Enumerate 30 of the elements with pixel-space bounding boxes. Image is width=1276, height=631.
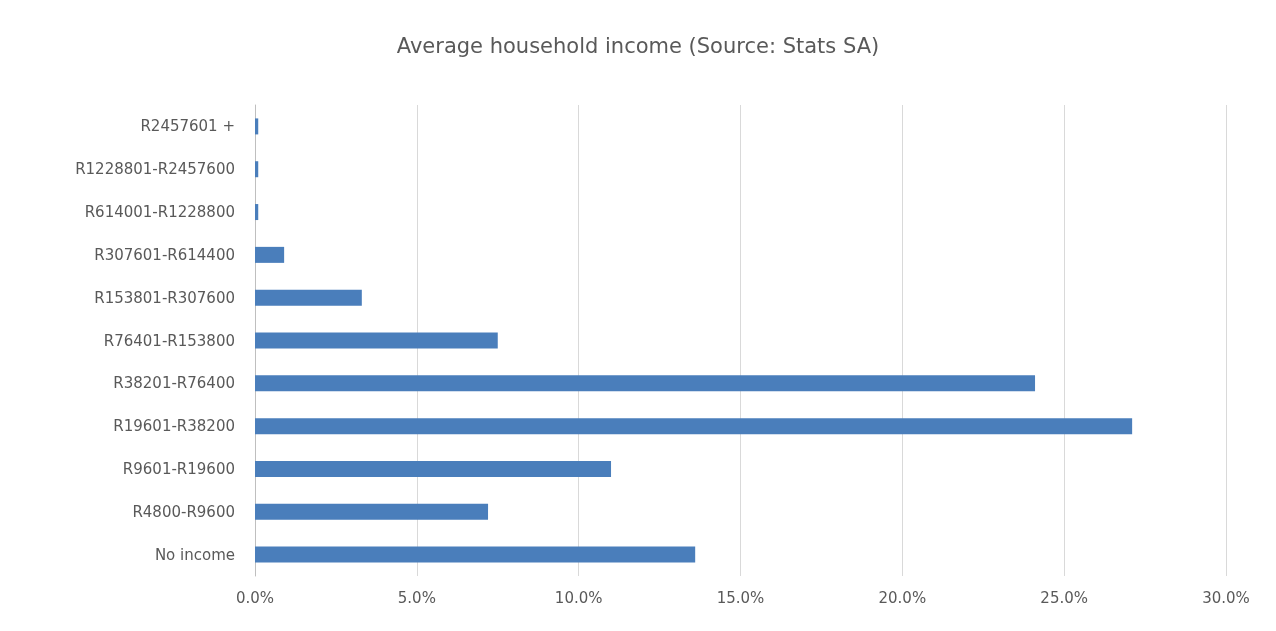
bar [255, 375, 1036, 392]
chart-title: Average household income (Source: Stats SA) [396, 33, 880, 58]
y-tick-label: R307601-R614400 [94, 245, 235, 264]
y-tick-label: R153801-R307600 [94, 288, 235, 307]
x-tick-label: 10.0% [554, 588, 603, 607]
x-tick-label: 25.0% [1040, 588, 1088, 607]
bar [255, 118, 259, 135]
y-tick-label: R38201-R76400 [113, 374, 235, 393]
y-tick-label: R76401-R153800 [103, 331, 235, 350]
y-tick-label: R19601-R38200 [113, 417, 235, 436]
bar [255, 460, 612, 477]
x-tick-label: 20.0% [878, 588, 927, 607]
bar [255, 503, 489, 520]
y-tick-label: R4800-R9600 [132, 502, 235, 521]
y-tick-label: R2457601 + [140, 117, 235, 136]
bar [255, 161, 259, 178]
y-tick-label: R9601-R19600 [122, 459, 235, 478]
x-tick-label: 30.0% [1202, 588, 1250, 607]
y-tick-label: R1228801-R2457600 [75, 160, 235, 179]
bar [255, 289, 362, 306]
bar [255, 332, 498, 349]
y-tick-label: No income [154, 545, 235, 564]
x-tick-label: 0.0% [235, 588, 275, 607]
bar [255, 418, 1133, 435]
bar [255, 246, 285, 263]
bar [255, 546, 696, 563]
x-tick-label: 5.0% [397, 588, 436, 607]
y-tick-label: R614001-R1228800 [84, 203, 235, 222]
x-tick-label: 15.0% [716, 588, 765, 607]
bar [255, 204, 259, 221]
